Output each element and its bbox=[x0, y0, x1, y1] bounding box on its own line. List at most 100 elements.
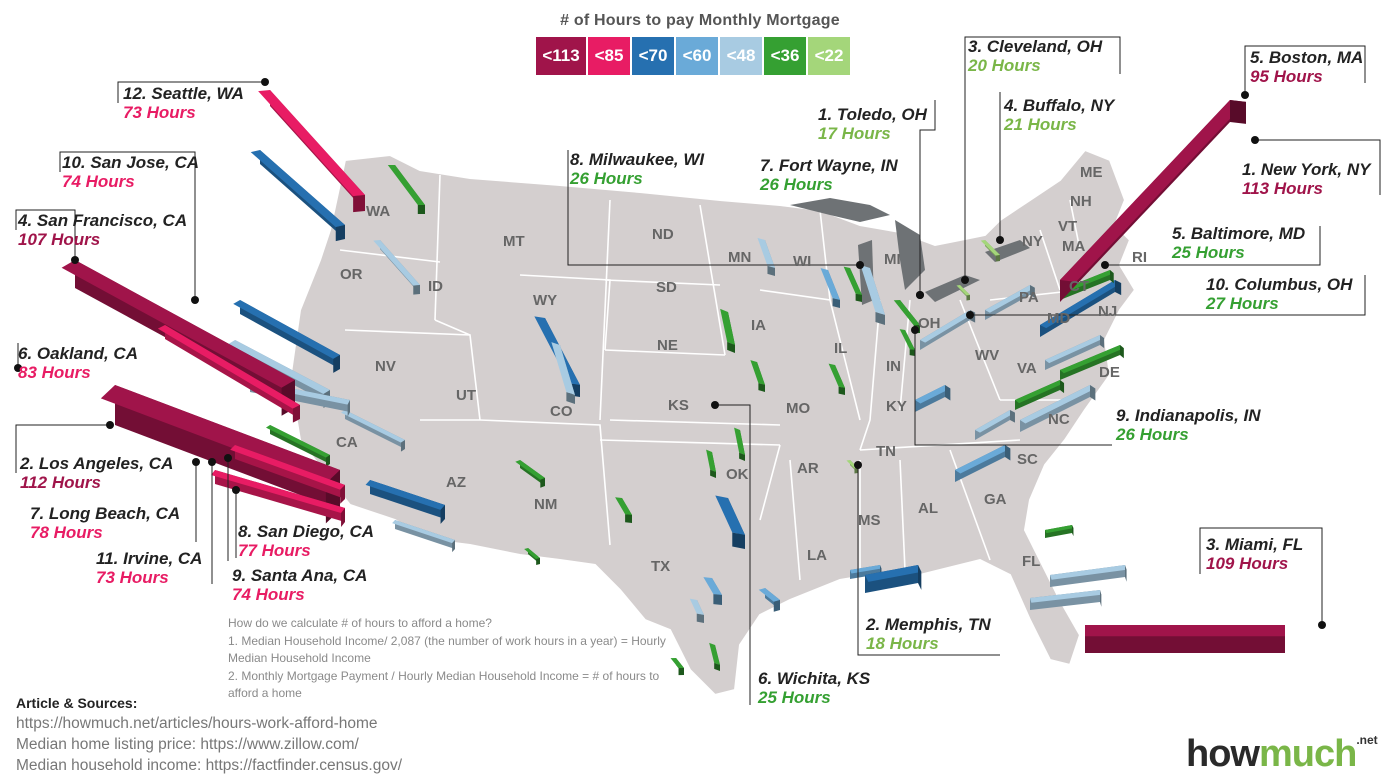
city-hours: 17 Hours bbox=[818, 124, 891, 143]
leader-line bbox=[715, 404, 751, 705]
leader-dot bbox=[1101, 261, 1109, 269]
state-label: NM bbox=[534, 496, 558, 513]
city-hours: 73 Hours bbox=[123, 103, 196, 122]
leader-line bbox=[1199, 527, 1323, 625]
city-bar-san-diego bbox=[211, 470, 345, 528]
leader-dot bbox=[191, 296, 199, 304]
city-hours: 25 Hours bbox=[758, 688, 831, 707]
city-hours: 112 Hours bbox=[20, 473, 101, 492]
city-name: 4. San Francisco, CA bbox=[18, 211, 188, 230]
source-link[interactable]: Median home listing price: https://www.z… bbox=[16, 736, 359, 753]
state-label: OR bbox=[340, 266, 363, 283]
city-bar bbox=[955, 445, 1011, 482]
howmuch-logo: howmuch.net bbox=[1186, 733, 1378, 776]
state-label: NY bbox=[1022, 233, 1043, 250]
leader-dot bbox=[966, 311, 974, 319]
state-label: IN bbox=[886, 358, 901, 375]
leader-dot bbox=[996, 236, 1004, 244]
state-label: LA bbox=[807, 547, 827, 564]
methodology-step: 2. Monthly Mortgage Payment / Hourly Med… bbox=[228, 668, 660, 701]
legend-item: <85 bbox=[588, 37, 630, 75]
leader-line bbox=[857, 465, 1000, 656]
city-label-wichita: 6. Wichita, KS 25 Hours bbox=[758, 669, 870, 707]
city-bar bbox=[515, 460, 545, 488]
city-hours: 77 Hours bbox=[238, 541, 311, 560]
city-bar bbox=[956, 285, 970, 301]
city-name: 6. Oakland, CA bbox=[18, 344, 138, 363]
city-name: 7. Long Beach, CA bbox=[30, 504, 181, 523]
state-label: MN bbox=[728, 249, 752, 266]
city-name: 9. Indianapolis, IN bbox=[1116, 406, 1261, 425]
methodology-note: How do we calculate # of hours to afford… bbox=[228, 615, 668, 703]
source-link[interactable]: Median household income: https://factfin… bbox=[16, 757, 403, 774]
city-bars bbox=[61, 90, 1285, 676]
city-bar bbox=[392, 520, 455, 553]
city-label-columbus: 10. Columbus, OH 27 Hours bbox=[1206, 275, 1352, 313]
leader-dot bbox=[71, 256, 79, 264]
city-hours: 107 Hours bbox=[18, 230, 101, 249]
city-label-indianapolis: 9. Indianapolis, IN 26 Hours bbox=[1116, 406, 1261, 444]
leader-line bbox=[1255, 139, 1381, 195]
city-bar bbox=[689, 598, 704, 623]
city-bar bbox=[670, 658, 684, 676]
city-bar bbox=[250, 150, 345, 242]
state-label: ME bbox=[1080, 164, 1103, 181]
city-name: 2. Los Angeles, CA bbox=[20, 454, 174, 473]
state-label: MO bbox=[786, 400, 811, 417]
state-label: VA bbox=[1017, 360, 1037, 377]
leader-dot bbox=[232, 486, 240, 494]
city-bar bbox=[715, 495, 745, 549]
state-label: NE bbox=[657, 337, 678, 354]
state-label: OH bbox=[918, 315, 941, 332]
leader-dot bbox=[911, 326, 919, 334]
state-label: MS bbox=[858, 512, 881, 529]
legend-item: <48 bbox=[720, 37, 762, 75]
city-label-milwaukee: 8. Milwaukee, WI 26 Hours bbox=[570, 150, 704, 188]
leader-dot bbox=[224, 454, 232, 462]
legend-item: <22 bbox=[808, 37, 850, 75]
state-label: FL bbox=[1022, 553, 1041, 570]
leader-dot bbox=[916, 291, 924, 299]
legend-title: # of Hours to pay Monthly Mortgage bbox=[560, 12, 840, 29]
city-label-irvine: 11. Irvine, CA 73 Hours bbox=[96, 549, 202, 587]
city-hours: 73 Hours bbox=[96, 568, 169, 587]
city-hours: 21 Hours bbox=[1004, 115, 1077, 134]
leader-dot bbox=[14, 364, 22, 372]
city-bar bbox=[340, 410, 405, 452]
state-label: GA bbox=[984, 491, 1007, 508]
methodology-question: How do we calculate # of hours to afford… bbox=[228, 616, 492, 630]
city-bar-long-beach bbox=[230, 445, 345, 504]
city-bar bbox=[1020, 385, 1096, 432]
city-bar bbox=[387, 165, 425, 214]
city-hours: 18 Hours bbox=[866, 634, 939, 653]
city-label-long-beach: 7. Long Beach, CA 78 Hours bbox=[30, 504, 180, 542]
city-label-memphis: 2. Memphis, TN 18 Hours bbox=[866, 615, 991, 653]
leader-line bbox=[1244, 45, 1366, 95]
state-label: DE bbox=[1099, 364, 1120, 381]
legend-item: <36 bbox=[764, 37, 806, 75]
city-bar bbox=[1030, 590, 1102, 610]
state-label: KY bbox=[886, 398, 907, 415]
city-bar bbox=[980, 240, 1000, 262]
city-name: 10. San Jose, CA bbox=[62, 153, 200, 172]
city-label-toledo: 1. Toledo, OH 17 Hours bbox=[818, 105, 927, 143]
state-label: ND bbox=[652, 226, 674, 243]
city-name: 3. Miami, FL bbox=[1206, 535, 1304, 554]
city-name: 6. Wichita, KS bbox=[758, 669, 871, 688]
city-label-san-francisco: 4. San Francisco, CA 107 Hours bbox=[18, 211, 187, 249]
city-label-buffalo: 4. Buffalo, NY 21 Hours bbox=[1004, 96, 1114, 134]
city-label-new-york: 1. New York, NY 113 Hours bbox=[1242, 160, 1371, 198]
leader-dot bbox=[711, 401, 719, 409]
state-label: WA bbox=[366, 203, 391, 220]
city-name: 7. Fort Wayne, IN bbox=[760, 156, 898, 175]
state-label: MD bbox=[1047, 310, 1071, 327]
state-label: WV bbox=[975, 347, 1000, 364]
city-name: 11. Irvine, CA bbox=[96, 549, 203, 568]
city-bar bbox=[709, 642, 720, 671]
state-label: KS bbox=[668, 397, 689, 414]
source-link[interactable]: https://howmuch.net/articles/hours-work-… bbox=[16, 715, 378, 732]
city-bar bbox=[1045, 335, 1105, 370]
city-bar bbox=[820, 268, 840, 308]
city-bar bbox=[750, 360, 765, 392]
